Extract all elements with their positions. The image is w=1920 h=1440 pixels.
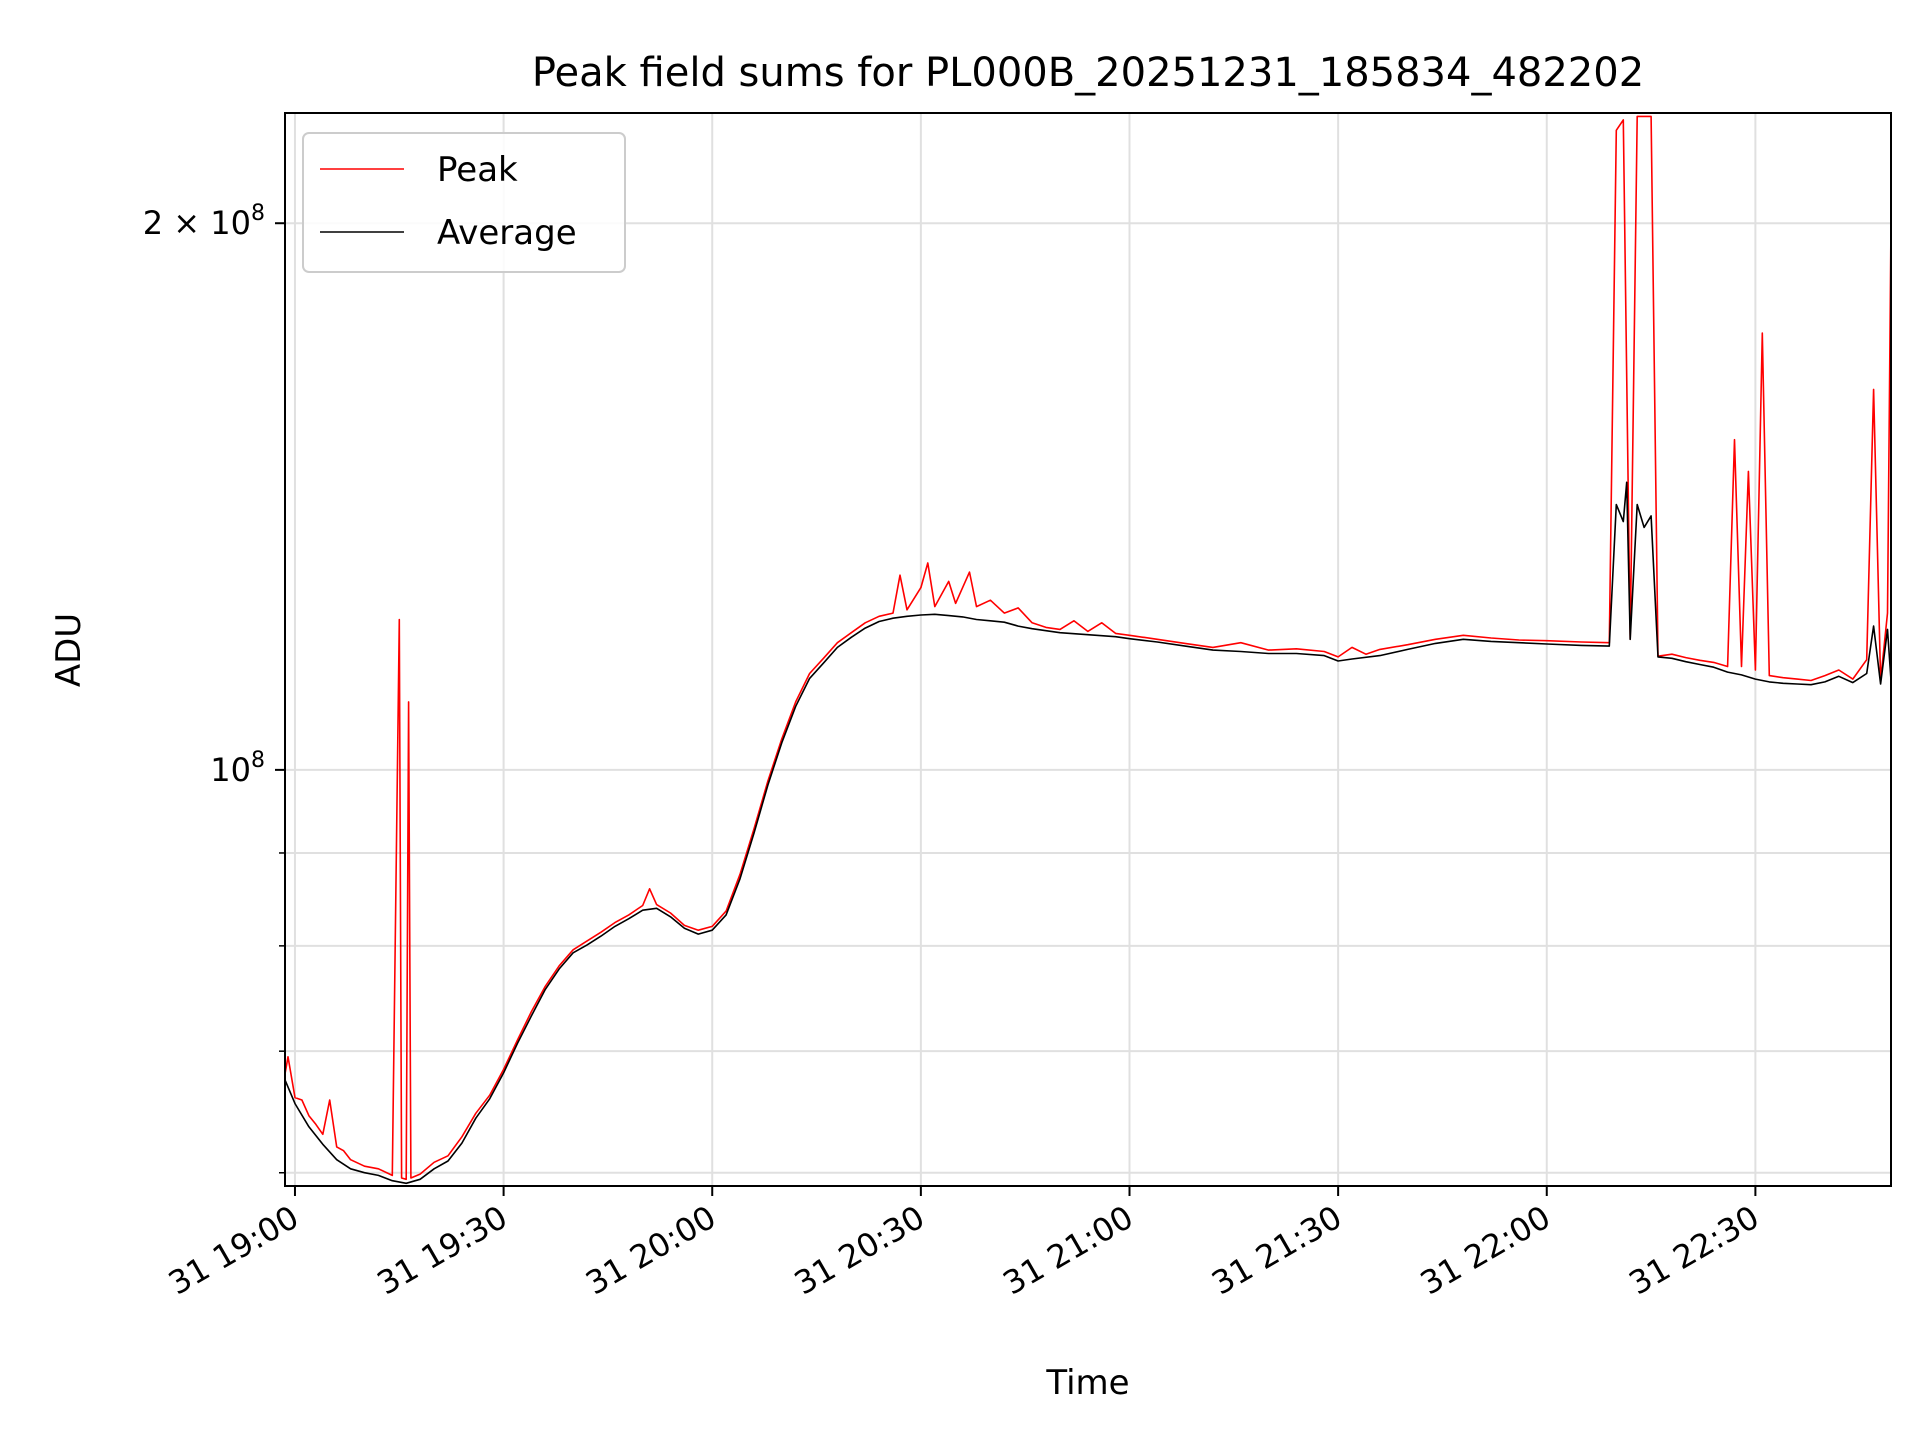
x-axis-label: Time	[1045, 1363, 1129, 1403]
y-tick-label: 108	[210, 748, 265, 789]
legend-label-average: Average	[437, 213, 577, 253]
series-layer	[285, 115, 1891, 1185]
series-line-peak	[285, 115, 1891, 1181]
legend: Peak Average	[302, 132, 626, 273]
plot-frame	[284, 112, 1892, 1187]
chart-title: Peak field sums for PL000B_20251231_1858…	[532, 50, 1644, 96]
grid	[285, 113, 1891, 1186]
legend-label-peak: Peak	[437, 150, 518, 190]
y-axis-label: ADU	[49, 613, 89, 687]
y-tick-label: 2 × 108	[143, 201, 265, 242]
legend-box	[302, 132, 626, 273]
series-line-average	[285, 481, 1891, 1185]
